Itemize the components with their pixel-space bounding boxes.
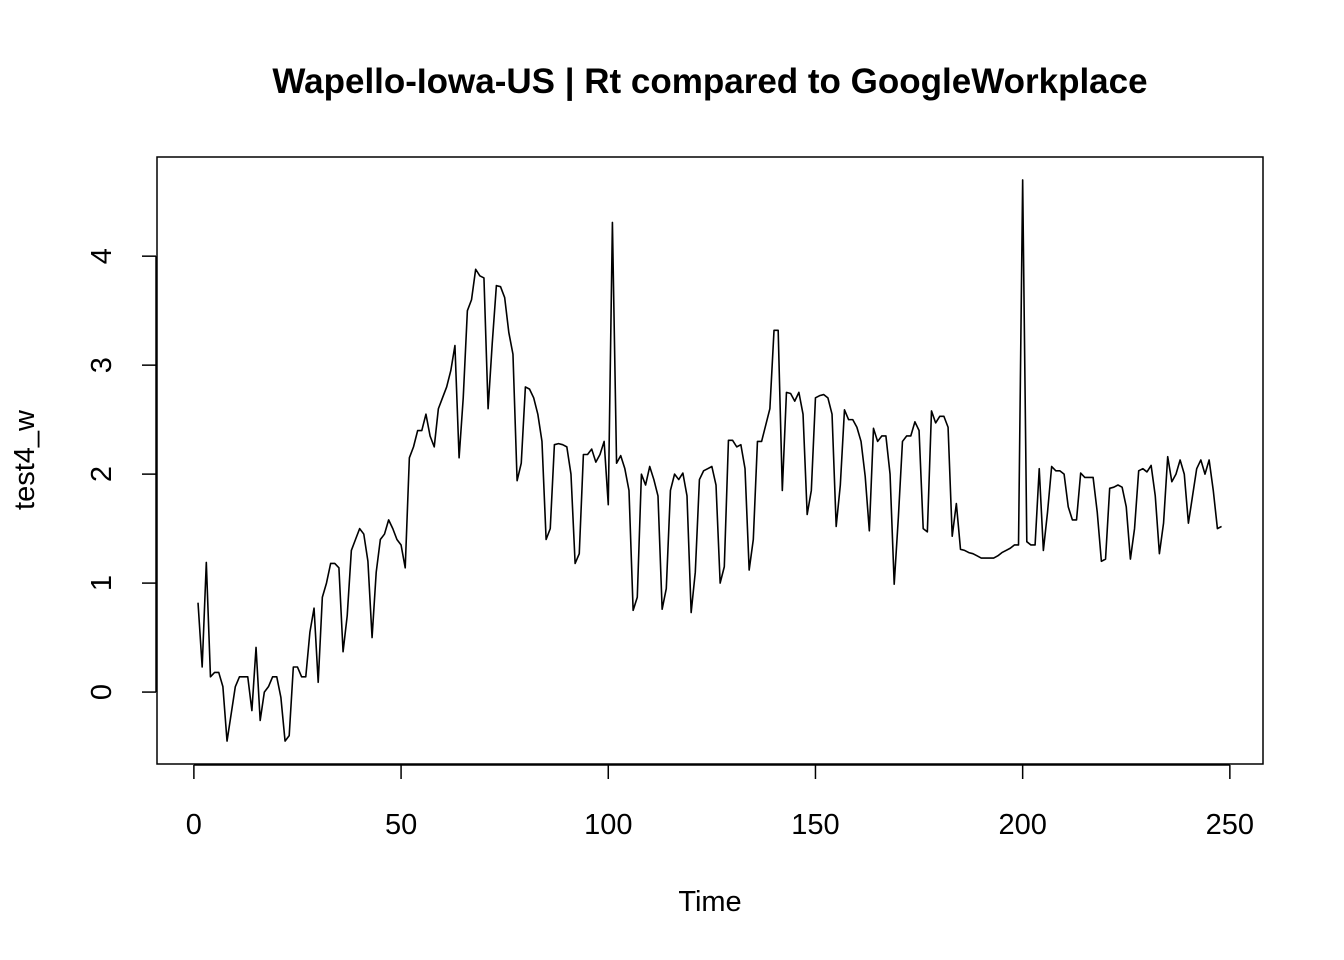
x-tick-label: 150 xyxy=(791,809,839,841)
x-axis: 0 50 100 150 200 250 xyxy=(186,764,1254,841)
y-tick-label: 3 xyxy=(86,357,118,373)
y-axis-label: test4_w xyxy=(9,409,41,510)
y-axis: 0 1 2 3 4 xyxy=(86,248,157,700)
chart-title: Wapello-Iowa-US | Rt compared to GoogleW… xyxy=(272,62,1147,101)
x-tick-label: 50 xyxy=(385,809,417,841)
x-tick-label: 0 xyxy=(186,809,202,841)
series-line xyxy=(197,179,1222,742)
x-tick-label: 200 xyxy=(998,809,1046,841)
y-tick-label: 0 xyxy=(86,684,118,700)
x-axis-label: Time xyxy=(678,886,741,918)
x-tick-label: 100 xyxy=(584,809,632,841)
y-tick-label: 4 xyxy=(86,248,118,264)
x-tick-label: 250 xyxy=(1206,809,1254,841)
y-tick-label: 2 xyxy=(86,466,118,482)
plot-frame xyxy=(156,156,1264,765)
y-tick-label: 1 xyxy=(86,575,118,591)
